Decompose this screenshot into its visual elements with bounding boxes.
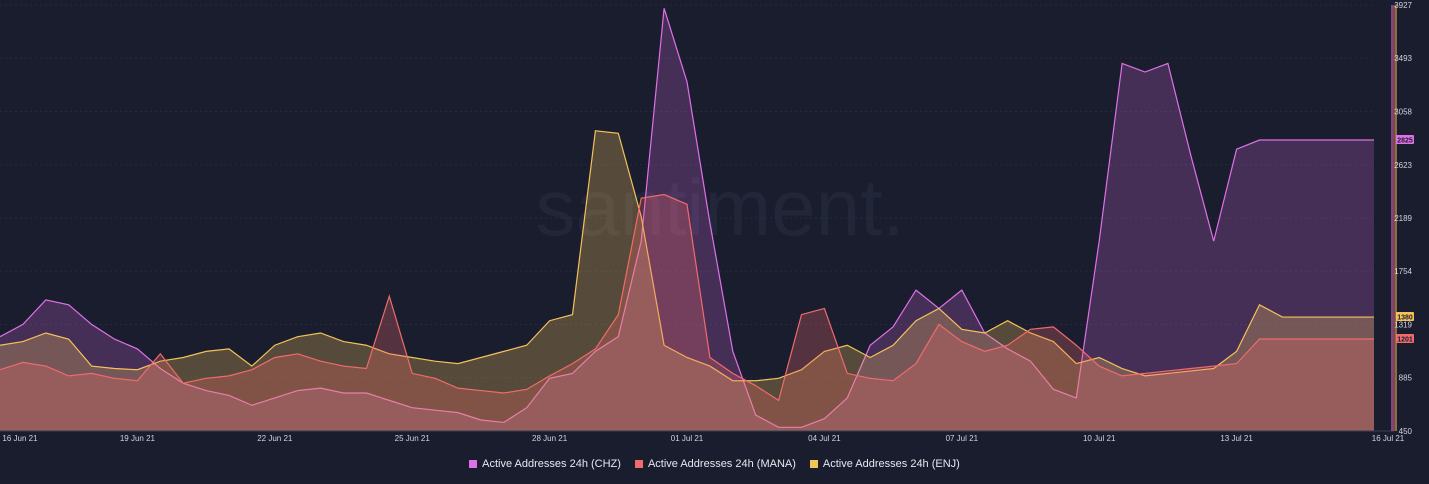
series-area-mana bbox=[0, 194, 1374, 431]
x-tick-label: 22 Jun 21 bbox=[257, 434, 293, 443]
svg-text:1201: 1201 bbox=[1397, 336, 1413, 343]
x-tick-label: 10 Jul 21 bbox=[1083, 434, 1116, 443]
legend: Active Addresses 24h (CHZ) Active Addres… bbox=[0, 458, 1429, 470]
legend-swatch-enj bbox=[809, 460, 818, 468]
y-tick-label: 450 bbox=[1399, 427, 1413, 436]
legend-item-mana[interactable]: Active Addresses 24h (MANA) bbox=[634, 458, 796, 470]
y-tick-label: 2189 bbox=[1394, 214, 1412, 223]
series-line-mana[interactable] bbox=[0, 193, 1374, 402]
x-tick-label: 04 Jul 21 bbox=[808, 434, 841, 443]
series-area-chz bbox=[0, 8, 1374, 432]
x-tick-label: 16 Jun 21 bbox=[2, 434, 38, 443]
legend-item-enj[interactable]: Active Addresses 24h (ENJ) bbox=[809, 458, 960, 470]
series-line-enj[interactable] bbox=[0, 130, 1374, 382]
legend-label-enj: Active Addresses 24h (ENJ) bbox=[822, 458, 960, 470]
series-area-enj bbox=[0, 130, 1374, 431]
svg-text:2825: 2825 bbox=[1397, 138, 1413, 145]
last-value-badge-mana: 1201 bbox=[1396, 333, 1414, 343]
x-tick-label: 16 Jul 21 bbox=[1372, 434, 1405, 443]
x-tick-label: 01 Jul 21 bbox=[671, 434, 704, 443]
y-tick-label: 3927 bbox=[1394, 1, 1412, 10]
y-tick-label: 885 bbox=[1399, 374, 1413, 383]
y-tick-label: 2623 bbox=[1394, 161, 1412, 170]
y-tick-label: 3058 bbox=[1394, 107, 1412, 116]
series-line-chz[interactable] bbox=[0, 8, 1374, 428]
svg-text:1380: 1380 bbox=[1397, 315, 1413, 322]
legend-label-mana: Active Addresses 24h (MANA) bbox=[647, 458, 796, 470]
legend-item-chz[interactable]: Active Addresses 24h (CHZ) bbox=[469, 458, 621, 470]
last-value-badge-chz: 2825 bbox=[1396, 135, 1414, 145]
watermark: santiment. bbox=[535, 163, 904, 252]
x-tick-label: 07 Jul 21 bbox=[946, 434, 979, 443]
x-tick-label: 25 Jun 21 bbox=[395, 434, 431, 443]
legend-swatch-chz bbox=[469, 460, 478, 468]
x-tick-label: 28 Jun 21 bbox=[532, 434, 568, 443]
y-tick-label: 1754 bbox=[1394, 267, 1412, 276]
legend-label-chz: Active Addresses 24h (CHZ) bbox=[482, 458, 621, 470]
x-tick-label: 19 Jun 21 bbox=[120, 434, 156, 443]
x-tick-label: 13 Jul 21 bbox=[1220, 434, 1253, 443]
y-tick-label: 3493 bbox=[1394, 54, 1412, 63]
area-chart[interactable]: santiment. 450 885 1319 1754 2189 2623 3058 3493… bbox=[0, 0, 1429, 455]
y-tick-label: 1319 bbox=[1394, 321, 1412, 330]
last-value-badge-enj: 1380 bbox=[1396, 312, 1414, 322]
legend-swatch-mana bbox=[634, 460, 643, 468]
